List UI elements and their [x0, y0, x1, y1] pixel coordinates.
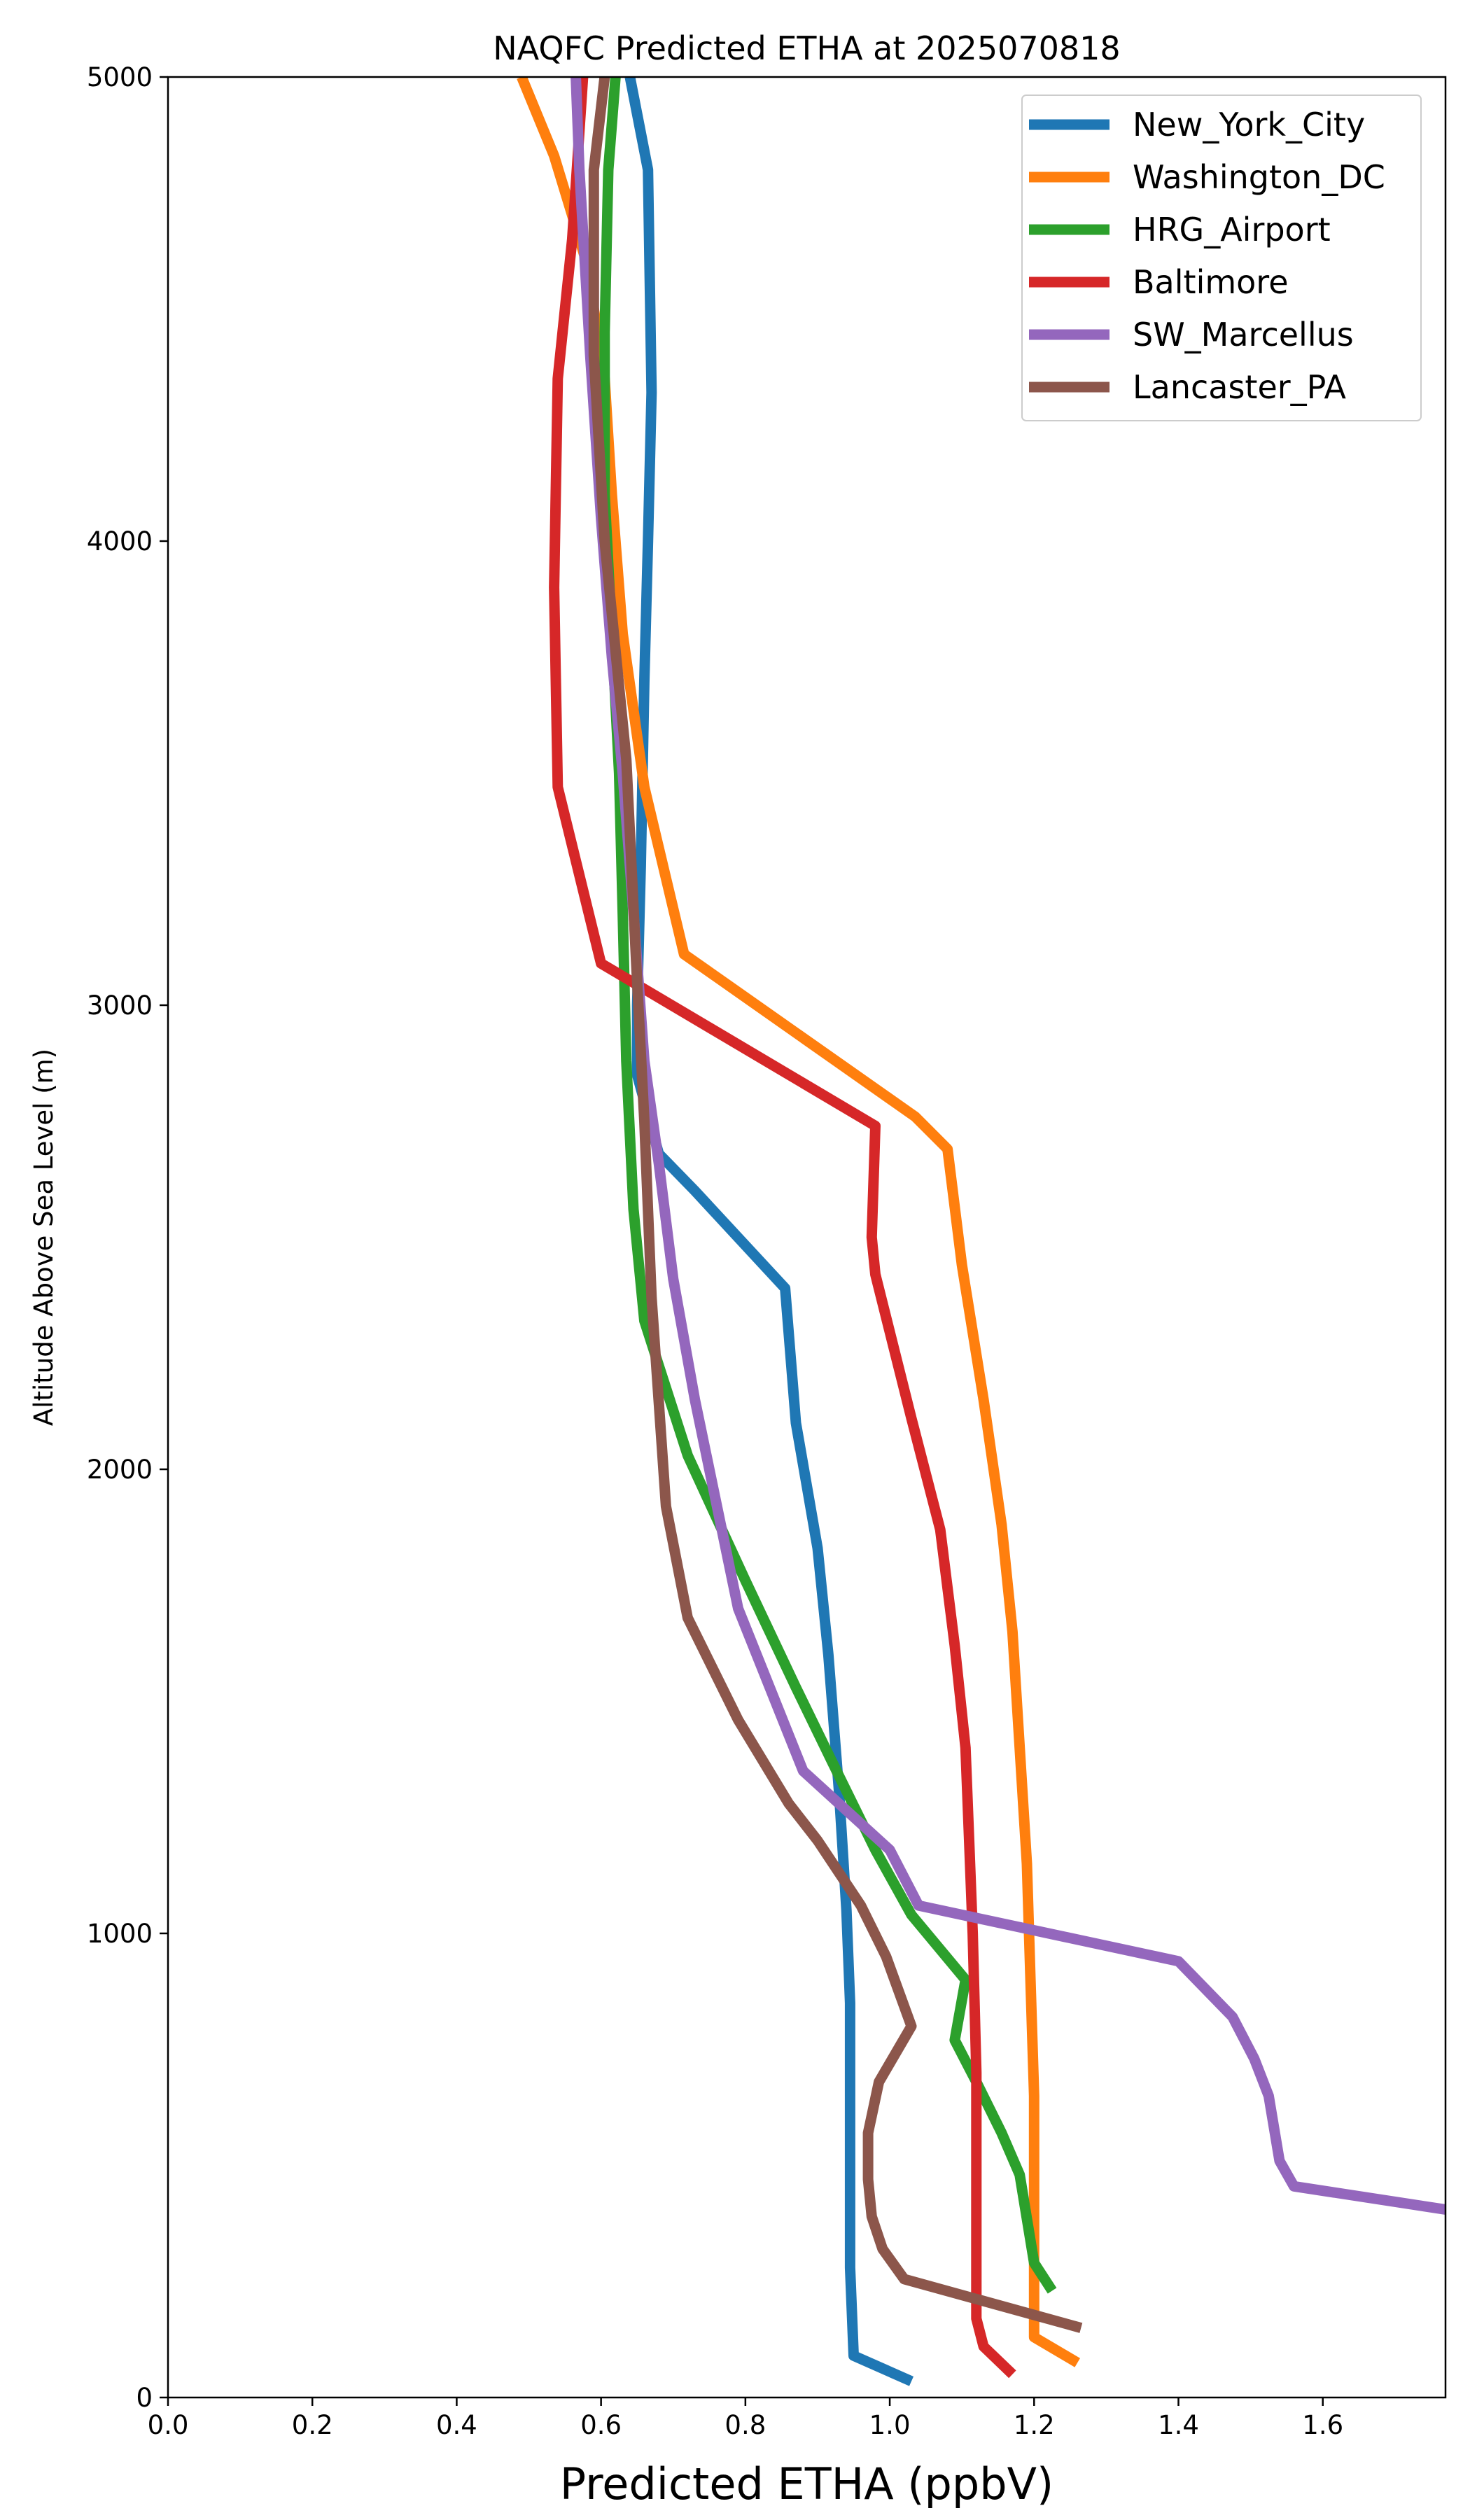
- y-tick-label: 0: [136, 2383, 153, 2413]
- x-tick-label: 1.6: [1302, 2410, 1343, 2440]
- x-tick-label: 1.4: [1158, 2410, 1199, 2440]
- plot-area: [167, 76, 1447, 2399]
- legend-label: Baltimore: [1133, 263, 1289, 301]
- y-axis-label: Altitude Above Sea Level (m): [29, 1049, 59, 1426]
- legend-box: [1021, 94, 1422, 421]
- legend-label: SW_Marcellus: [1133, 316, 1354, 354]
- y-tick-label: 2000: [87, 1455, 153, 1485]
- series-line-new-york-city: [624, 77, 914, 2386]
- x-tick-label: 0.2: [292, 2410, 333, 2440]
- x-tick-label: 0.8: [724, 2410, 766, 2440]
- x-tick-label: 0.4: [436, 2410, 477, 2440]
- x-axis-label: Predicted ETHA (ppbV): [560, 2458, 1054, 2510]
- x-tick-label: 1.0: [869, 2410, 911, 2440]
- series-line-baltimore: [549, 77, 1016, 2379]
- y-tick-label: 4000: [87, 526, 153, 556]
- legend-label: Washington_DC: [1133, 158, 1385, 196]
- y-axis: 0 1000 2000 3000 4000 5000: [87, 62, 168, 2413]
- legend-label: Lancaster_PA: [1133, 368, 1346, 406]
- x-tick-label: 0.0: [148, 2410, 189, 2440]
- y-tick-label: 3000: [87, 990, 153, 1021]
- legend: New_York_City Washington_DC HRG_Airport Bal…: [1021, 94, 1422, 421]
- x-tick-label: 0.6: [580, 2410, 622, 2440]
- legend-label: HRG_Airport: [1133, 211, 1331, 248]
- x-tick-label: 1.2: [1014, 2410, 1055, 2440]
- y-tick-label: 5000: [87, 62, 153, 92]
- series-line-lancaster-pa: [588, 77, 1083, 2333]
- y-tick-label: 1000: [87, 1919, 153, 1949]
- chart-title: NAQFC Predicted ETHA at 2025070818: [493, 29, 1120, 67]
- series-layer: [517, 77, 1446, 2386]
- x-axis: 0.0 0.2 0.4 0.6 0.8 1.0 1.2 1.4 1.6: [148, 2398, 1343, 2440]
- plot-frame: [167, 76, 1447, 2399]
- legend-label: New_York_City: [1133, 106, 1365, 144]
